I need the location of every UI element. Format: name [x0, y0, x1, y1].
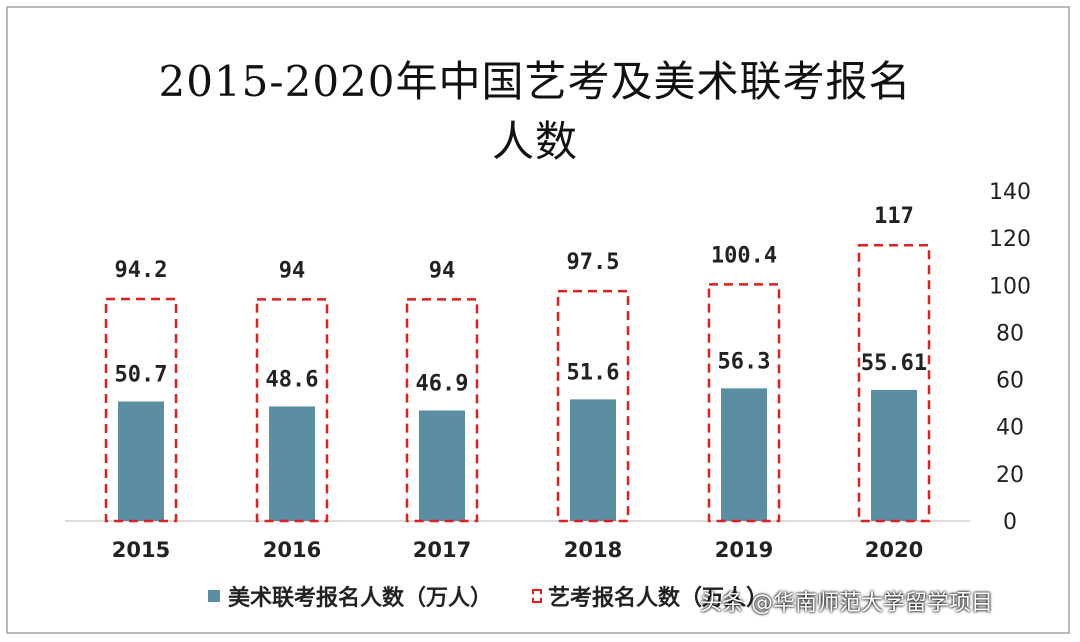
- chart-title: 2015-2020年中国艺考及美术联考报名 人数: [0, 52, 1070, 172]
- y-tick-label: 80: [996, 321, 1024, 346]
- y-tick-label: 140: [989, 180, 1031, 205]
- x-category-label: 2018: [564, 538, 622, 562]
- data-label-fine-arts: 48.6: [266, 367, 319, 392]
- chart-frame: [6, 6, 1070, 634]
- data-label-art-exam: 100.4: [711, 243, 777, 268]
- bar-fine-arts: [269, 406, 315, 521]
- y-tick-label: 0: [1003, 510, 1017, 535]
- y-tick-label: 40: [996, 416, 1024, 441]
- data-label-art-exam: 94: [279, 258, 306, 283]
- box-art-exam: [405, 298, 479, 523]
- bar-fine-arts: [570, 399, 616, 521]
- box-art-exam: [255, 298, 329, 523]
- legend-label-art-exam: 艺考报名人数（万人）: [548, 586, 769, 611]
- y-tick-label: 60: [996, 369, 1024, 394]
- bar-fine-arts: [419, 410, 465, 521]
- data-label-fine-arts: 55.61: [861, 351, 927, 376]
- data-label-art-exam: 94: [429, 258, 456, 283]
- y-tick-label: 100: [989, 274, 1031, 299]
- box-art-exam: [556, 289, 630, 523]
- chart-title-line1: 2015-2020年中国艺考及美术联考报名: [158, 57, 912, 106]
- legend: 美术联考报名人数（万人） 艺考报名人数（万人）: [208, 578, 768, 614]
- bar-fine-arts: [871, 389, 917, 521]
- bar-fine-arts: [118, 401, 164, 521]
- bar-fine-arts: [721, 388, 767, 521]
- box-art-exam: [104, 297, 178, 523]
- x-category-label: 2015: [112, 538, 170, 562]
- data-label-art-exam: 94.2: [115, 258, 168, 283]
- y-tick-label: 120: [989, 227, 1031, 252]
- x-category-label: 2017: [413, 538, 471, 562]
- data-label-fine-arts: 51.6: [567, 360, 620, 385]
- data-label-fine-arts: 46.9: [416, 371, 469, 396]
- y-tick-label: 20: [996, 463, 1024, 488]
- watermark: 头条 @华南师范大学留学项目: [700, 591, 993, 616]
- legend-label-fine-arts: 美术联考报名人数（万人）: [228, 586, 493, 611]
- data-label-fine-arts: 50.7: [115, 362, 168, 387]
- chart-title-line2: 人数: [491, 117, 578, 166]
- data-label-art-exam: 117: [874, 204, 914, 229]
- x-category-label: 2016: [263, 538, 321, 562]
- legend-swatch-art-exam: [532, 589, 543, 603]
- data-label-art-exam: 97.5: [567, 250, 620, 275]
- data-label-fine-arts: 56.3: [718, 349, 771, 374]
- box-art-exam: [707, 283, 781, 523]
- box-art-exam: [857, 243, 931, 523]
- x-category-label: 2019: [715, 538, 773, 562]
- legend-swatch-fine-arts: [208, 590, 220, 602]
- x-category-label: 2020: [865, 538, 923, 562]
